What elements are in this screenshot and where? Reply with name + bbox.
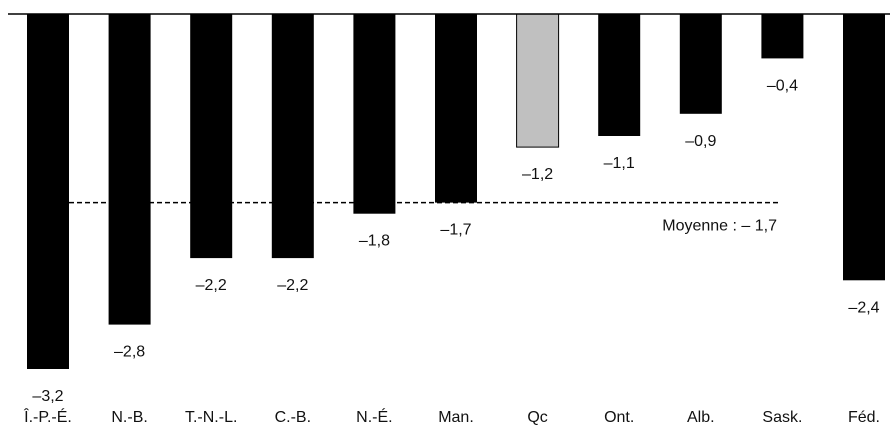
- average-group: Moyenne : – 1,7: [69, 201, 780, 235]
- bar-6: [516, 13, 560, 148]
- value-label-0: –3,2: [32, 388, 63, 405]
- labels-group: –3,2 Î.-P.-É. –2,8 N.-B. –2,2 T.-N.-L. –2,2 C.-…: [23, 77, 880, 426]
- bar-0: [27, 14, 69, 369]
- value-label-4: –1,8: [359, 233, 390, 250]
- value-label-9: –0,4: [767, 77, 798, 94]
- value-label-5: –1,7: [440, 222, 471, 239]
- bar-1: [108, 14, 151, 325]
- average-label: Moyenne : – 1,7: [662, 218, 777, 235]
- bars-group: [27, 13, 885, 369]
- category-label-8: Alb.: [687, 409, 715, 426]
- category-label-4: N.-É.: [356, 407, 392, 426]
- value-label-2: –2,2: [196, 277, 227, 294]
- category-label-5: Man.: [438, 409, 474, 426]
- category-label-1: N.-B.: [111, 409, 147, 426]
- bar-8: [679, 14, 722, 114]
- value-label-7: –1,1: [604, 155, 635, 172]
- bar-4: [353, 14, 396, 214]
- bar-3: [271, 14, 314, 259]
- bar-7: [598, 14, 641, 136]
- category-label-2: T.-N.-L.: [185, 409, 237, 426]
- value-label-6: –1,2: [522, 166, 553, 183]
- bar-5: [435, 14, 477, 203]
- bar-2: [190, 14, 233, 259]
- category-label-0: Î.-P.-É.: [23, 407, 72, 426]
- category-label-9: Sask.: [762, 409, 802, 426]
- value-label-10: –2,4: [848, 299, 879, 316]
- category-label-7: Ont.: [604, 409, 634, 426]
- value-label-3: –2,2: [277, 277, 308, 294]
- bar-10: [843, 14, 885, 281]
- value-label-8: –0,9: [685, 133, 716, 150]
- category-label-6: Qc: [527, 409, 547, 426]
- category-label-10: Féd.: [848, 409, 880, 426]
- value-label-1: –2,8: [114, 344, 145, 361]
- bar-9: [761, 14, 804, 59]
- category-label-3: C.-B.: [275, 409, 311, 426]
